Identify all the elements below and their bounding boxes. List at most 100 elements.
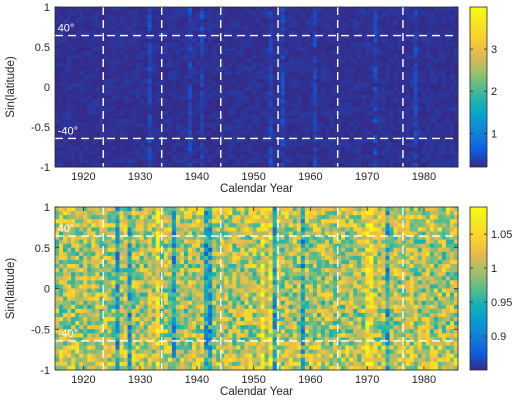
heatmap-cell bbox=[304, 39, 310, 44]
heatmap-cell bbox=[312, 163, 318, 168]
heatmap-cell bbox=[345, 31, 350, 36]
heatmap-cell bbox=[220, 207, 225, 212]
heatmap-cell bbox=[179, 107, 185, 112]
heatmap-cell bbox=[284, 47, 290, 52]
heatmap-cell bbox=[345, 99, 350, 104]
heatmap-cell bbox=[345, 215, 350, 220]
heatmap-cell bbox=[272, 99, 278, 104]
heatmap-cell bbox=[179, 231, 185, 236]
heatmap-cell bbox=[175, 75, 181, 80]
heatmap-cell bbox=[437, 19, 443, 24]
heatmap-cell bbox=[345, 231, 350, 236]
heatmap-cell bbox=[441, 83, 447, 88]
heatmap-cell bbox=[228, 163, 233, 168]
heatmap-cell bbox=[365, 111, 370, 116]
heatmap-cell bbox=[329, 87, 334, 92]
heatmap-cell bbox=[220, 227, 225, 232]
heatmap-cell bbox=[365, 103, 370, 108]
heatmap-cell bbox=[143, 99, 149, 104]
heatmap-cell bbox=[260, 235, 265, 241]
heatmap-cell bbox=[304, 107, 310, 112]
heatmap-cell bbox=[385, 151, 390, 156]
heatmap-cell bbox=[155, 127, 161, 132]
heatmap-cell bbox=[155, 47, 161, 52]
heatmap-cell bbox=[192, 227, 197, 232]
heatmap-cell bbox=[67, 103, 72, 108]
heatmap-cell bbox=[357, 51, 362, 56]
heatmap-cell bbox=[373, 207, 378, 212]
heatmap-cell bbox=[115, 139, 120, 144]
heatmap-cell bbox=[171, 43, 177, 48]
heatmap-cell bbox=[353, 83, 358, 88]
heatmap-cell bbox=[79, 15, 84, 20]
heatmap-cell bbox=[135, 139, 141, 144]
heatmap-cell bbox=[79, 135, 84, 140]
heatmap-cell bbox=[143, 75, 149, 80]
heatmap-cell bbox=[304, 239, 310, 245]
heatmap-panel-2: 40°-40°1920 1930 1940 1950 1960 1970 1980-1-0.… bbox=[5, 202, 512, 398]
heatmap-cell bbox=[248, 51, 253, 56]
heatmap-cell bbox=[349, 119, 354, 124]
heatmap-cell bbox=[320, 39, 326, 44]
heatmap-cell bbox=[212, 75, 217, 80]
heatmap-cell bbox=[123, 231, 128, 236]
heatmap-cell bbox=[175, 163, 181, 168]
heatmap-cell bbox=[260, 51, 265, 56]
heatmap-cell bbox=[437, 151, 443, 156]
heatmap-cell bbox=[405, 39, 411, 44]
heatmap-cell bbox=[365, 147, 370, 152]
heatmap-cell bbox=[421, 111, 427, 116]
heatmap-cell bbox=[417, 219, 423, 224]
heatmap-cell bbox=[268, 239, 274, 245]
heatmap-cell bbox=[417, 151, 423, 156]
heatmap-cell bbox=[341, 227, 346, 232]
heatmap-cell bbox=[204, 87, 209, 92]
heatmap-cell bbox=[79, 151, 84, 156]
heatmap-cell bbox=[445, 115, 451, 120]
x-tick-label: 1970 bbox=[355, 171, 379, 183]
heatmap-cell bbox=[175, 107, 181, 112]
heatmap-cell bbox=[325, 47, 330, 52]
heatmap-cell bbox=[252, 15, 257, 20]
heatmap-cell bbox=[433, 55, 439, 60]
heatmap-cell bbox=[71, 19, 76, 24]
heatmap-cell bbox=[147, 71, 153, 76]
heatmap-cell bbox=[95, 231, 100, 236]
heatmap-cell bbox=[83, 231, 88, 236]
heatmap-cell bbox=[401, 115, 407, 120]
heatmap-cell bbox=[91, 71, 96, 76]
heatmap-cell bbox=[437, 223, 443, 228]
heatmap-cell bbox=[272, 211, 278, 216]
colorbar-tick-label: 3 bbox=[491, 44, 497, 56]
heatmap-cell bbox=[55, 99, 60, 104]
heatmap-cell bbox=[143, 111, 149, 116]
heatmap-cell bbox=[268, 31, 274, 36]
heatmap-cell bbox=[320, 135, 326, 140]
heatmap-cell bbox=[131, 223, 136, 228]
heatmap-cell bbox=[123, 223, 128, 228]
heatmap-cell bbox=[325, 51, 330, 56]
heatmap-cell bbox=[365, 107, 370, 112]
heatmap-cell bbox=[171, 107, 177, 112]
heatmap-cell bbox=[337, 87, 342, 92]
heatmap-cell bbox=[115, 39, 120, 44]
heatmap-cell bbox=[232, 135, 237, 140]
heatmap-cell bbox=[349, 131, 354, 136]
heatmap-cell bbox=[232, 63, 237, 68]
heatmap-cell bbox=[288, 19, 294, 24]
heatmap-cell bbox=[103, 219, 108, 224]
heatmap-cell bbox=[119, 79, 124, 84]
heatmap-cell bbox=[369, 107, 374, 112]
heatmap-cell bbox=[272, 235, 278, 241]
heatmap-cell bbox=[240, 15, 245, 20]
heatmap-cell bbox=[119, 39, 124, 44]
heatmap-cell bbox=[401, 15, 407, 20]
heatmap-cell bbox=[183, 147, 189, 152]
heatmap-cell bbox=[345, 143, 350, 148]
heatmap-cell bbox=[155, 115, 161, 120]
heatmap-cell bbox=[71, 95, 76, 100]
heatmap-cell bbox=[308, 7, 314, 12]
heatmap-cell bbox=[357, 131, 362, 136]
heatmap-cell bbox=[304, 235, 310, 241]
heatmap-cell bbox=[449, 91, 455, 96]
